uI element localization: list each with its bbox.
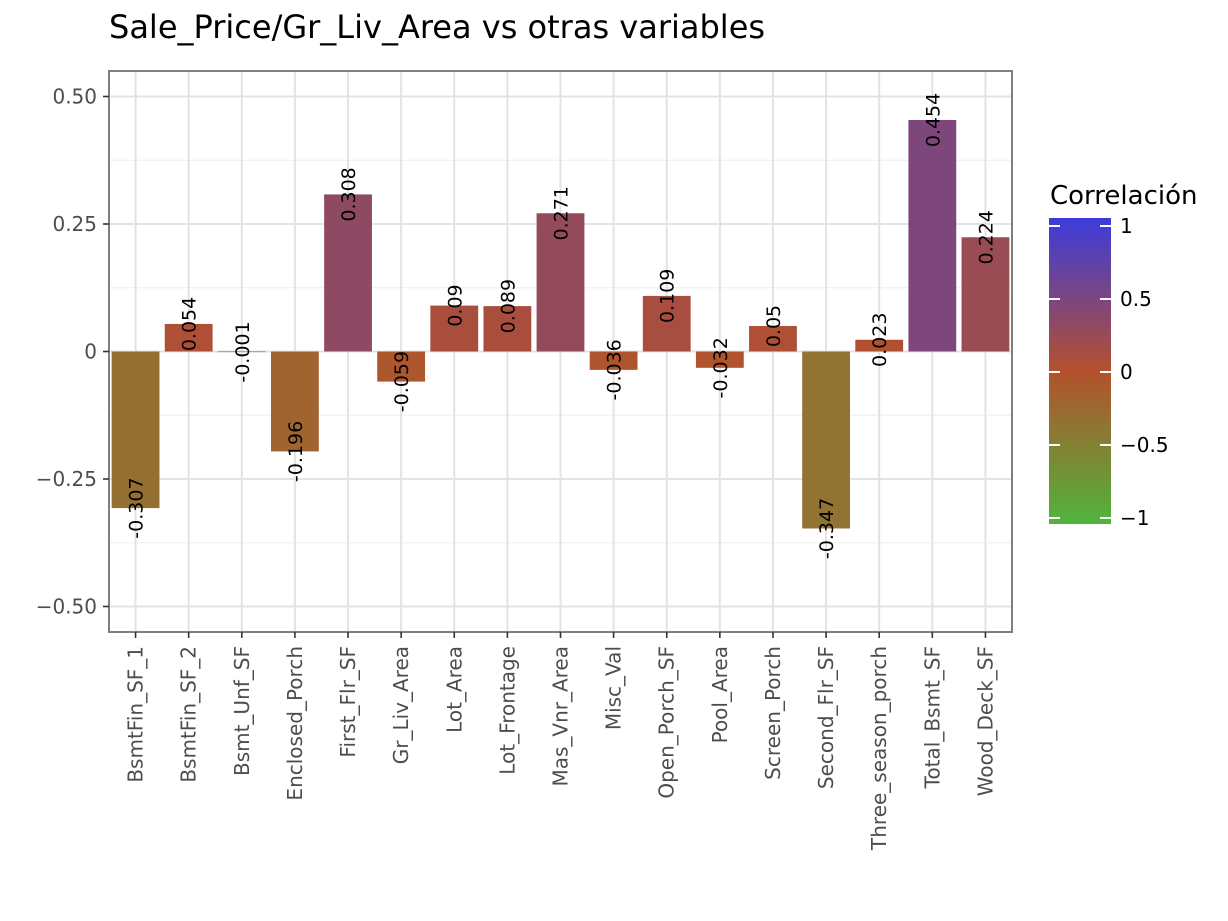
x-tick-label: Lot_Area: [442, 646, 466, 733]
y-tick-label: 0: [84, 340, 97, 364]
legend-tick-label: −0.5: [1120, 433, 1169, 457]
y-tick-label: 0.25: [52, 212, 97, 236]
bar-Bsmt_Unf_SF: [217, 351, 266, 353]
bar-BsmtFin_SF_2: [164, 323, 213, 352]
value-label-Mas_Vnr_Area: 0.271: [551, 186, 573, 240]
x-tick-label: Three_season_porch: [867, 646, 891, 851]
legend-tick-label: 0.5: [1120, 287, 1152, 311]
bar-Wood_Deck_SF: [961, 237, 1010, 352]
value-label-Wood_Deck_SF: 0.224: [975, 210, 997, 264]
bar-Open_Porch_SF: [642, 295, 691, 352]
bar-Lot_Area: [430, 305, 479, 352]
x-tick-label: Mas_Vnr_Area: [549, 646, 573, 787]
x-tick-label: First_Flr_SF: [336, 646, 360, 758]
bar-Second_Flr_SF: [802, 351, 850, 529]
bar-Misc_Val: [589, 351, 638, 370]
value-labels: -0.307 0.054 -0.001 -0.196 0.308 -0.059 0.09 0.…: [126, 93, 998, 559]
value-label-Total_Bsmt_SF: 0.454: [922, 93, 944, 147]
x-tick-label: Wood_Deck_SF: [973, 646, 997, 796]
y-tick-label: 0.50: [52, 85, 97, 109]
legend-ticks: 1 0.5 0 −0.5 −1: [1049, 214, 1169, 530]
y-tick-label: −0.50: [36, 595, 97, 619]
x-tick-label: Misc_Val: [602, 646, 626, 730]
value-label-Misc_Val: -0.036: [604, 339, 626, 400]
color-legend: Correlación 1 0.5 0 −0.5 −1: [1049, 181, 1197, 530]
x-tick-label: Pool_Area: [708, 646, 732, 743]
chart-title: Sale_Price/Gr_Liv_Area vs otras variable…: [109, 8, 765, 46]
x-tick-label: Lot_Frontage: [495, 646, 519, 775]
bar-Enclosed_Porch: [271, 351, 319, 452]
x-tick-label: Bsmt_Unf_SF: [230, 646, 254, 776]
bar-Gr_Liv_Area: [377, 351, 426, 382]
x-tick-label: Enclosed_Porch: [283, 646, 307, 801]
legend-tick-label: 1: [1120, 214, 1133, 238]
value-label-BsmtFin_SF_2: 0.054: [179, 297, 201, 351]
value-label-Bsmt_Unf_SF: -0.001: [232, 321, 254, 382]
bar-Pool_Area: [695, 351, 744, 368]
bar-Screen_Porch: [749, 326, 797, 352]
y-tick-label: −0.25: [36, 467, 97, 491]
x-tick-label: Second_Flr_SF: [814, 646, 838, 789]
x-axis: BsmtFin_SF_1 BsmtFin_SF_2 Bsmt_Unf_SF Enclo…: [124, 632, 997, 851]
bar-Three_season_porch: [855, 339, 904, 352]
bar-BsmtFin_SF_1: [111, 351, 160, 509]
bar-First_Flr_SF: [324, 194, 372, 352]
value-label-First_Flr_SF: 0.308: [338, 167, 360, 221]
legend-tick-label: −1: [1120, 506, 1149, 530]
y-axis: 0.50 0.25 0 −0.25 −0.50: [36, 85, 109, 619]
bars: [111, 119, 1010, 529]
bar-Lot_Frontage: [483, 306, 532, 352]
value-label-Second_Flr_SF: -0.347: [816, 498, 838, 559]
value-label-Pool_Area: -0.032: [710, 337, 732, 398]
value-label-BsmtFin_SF_1: -0.307: [126, 477, 148, 538]
bar-Mas_Vnr_Area: [536, 213, 585, 352]
x-tick-label: Gr_Liv_Area: [389, 646, 413, 764]
legend-tick-label: 0: [1120, 360, 1133, 384]
value-label-Lot_Area: 0.09: [444, 284, 466, 326]
x-tick-label: Screen_Porch: [761, 646, 785, 780]
value-label-Screen_Porch: 0.05: [763, 305, 785, 347]
x-tick-label: BsmtFin_SF_2: [177, 646, 201, 783]
value-label-Open_Porch_SF: 0.109: [657, 269, 679, 323]
value-label-Gr_Liv_Area: -0.059: [391, 351, 413, 412]
value-label-Three_season_porch: 0.023: [869, 313, 891, 367]
legend-title: Correlación: [1050, 181, 1197, 211]
x-tick-label: Total_Bsmt_SF: [920, 646, 944, 789]
bar-Total_Bsmt_SF: [908, 119, 957, 352]
value-label-Enclosed_Porch: -0.196: [285, 421, 307, 482]
x-tick-label: BsmtFin_SF_1: [124, 646, 148, 783]
x-tick-label: Open_Porch_SF: [655, 646, 679, 799]
value-label-Lot_Frontage: 0.089: [497, 279, 519, 333]
